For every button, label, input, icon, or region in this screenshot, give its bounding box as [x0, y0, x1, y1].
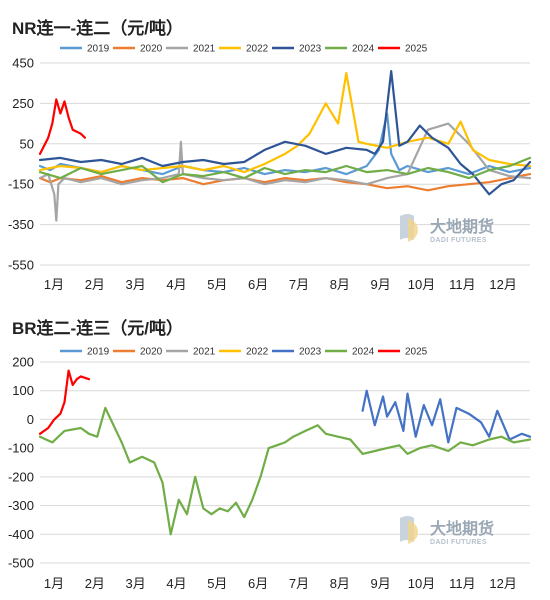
x-tick-label: 4月 [166, 277, 186, 292]
x-tick-label: 8月 [330, 277, 350, 292]
legend-label: 2023 [299, 347, 322, 358]
y-tick-label: 100 [12, 383, 34, 398]
y-tick-label: -150 [8, 177, 34, 192]
logo-text-en: DADI FUTURES [430, 539, 487, 546]
legend-label: 2022 [246, 44, 269, 55]
x-tick-label: 6月 [248, 576, 268, 591]
series-line-2023 [361, 389, 532, 444]
series-line-2025 [38, 98, 87, 155]
x-tick-label: 4月 [166, 576, 186, 591]
x-tick-label: 12月 [489, 277, 516, 292]
y-tick-label: 450 [12, 56, 34, 71]
series-line-2025 [38, 369, 91, 435]
x-tick-label: 2月 [85, 277, 105, 292]
y-tick-label: -100 [8, 441, 34, 456]
x-tick-label: 5月 [207, 277, 227, 292]
legend-label: 2019 [87, 347, 110, 358]
legend-label: 2025 [405, 347, 428, 358]
x-tick-label: 2月 [85, 576, 105, 591]
x-tick-label: 3月 [126, 277, 146, 292]
y-tick-label: -500 [8, 556, 34, 571]
y-tick-label: 50 [20, 136, 34, 151]
x-tick-label: 3月 [126, 576, 146, 591]
series-line-2020 [38, 173, 532, 192]
legend-label: 2020 [140, 44, 163, 55]
legend-label: 2021 [193, 44, 216, 55]
x-tick-label: 11月 [449, 576, 476, 591]
x-tick-label: 10月 [408, 576, 435, 591]
legend-label: 2022 [246, 347, 269, 358]
y-tick-label: -550 [8, 258, 34, 273]
legend-label: 2021 [193, 347, 216, 358]
series-line-2024 [38, 156, 532, 184]
series-line-2023 [38, 69, 532, 196]
nr-spread-chart: NR连一-连二（元/吨） 2019 2020 2021 2022 2023 2024 2025… [8, 18, 532, 292]
logo-text-en: DADI FUTURES [430, 237, 487, 244]
series-line-2024 [38, 406, 532, 536]
x-tick-label: 9月 [371, 576, 391, 591]
x-tick-label: 8月 [330, 576, 350, 591]
legend-label: 2020 [140, 347, 163, 358]
y-tick-label: 200 [12, 355, 34, 370]
logo-text-cn: 大地期货 [430, 519, 494, 538]
x-tick-label: 12月 [489, 576, 516, 591]
x-tick-label: 1月 [44, 576, 64, 591]
legend-label: 2023 [299, 44, 322, 55]
legend-label: 2019 [87, 44, 110, 55]
y-tick-label: 250 [12, 96, 34, 111]
x-tick-label: 6月 [248, 277, 268, 292]
series-line-2022 [38, 71, 532, 174]
legend-label: 2025 [405, 44, 428, 55]
x-tick-label: 10月 [408, 277, 435, 292]
y-tick-label: -300 [8, 498, 34, 513]
legend-label: 2024 [352, 44, 375, 55]
x-tick-label: 7月 [289, 277, 309, 292]
x-tick-label: 9月 [371, 277, 391, 292]
x-tick-label: 5月 [207, 576, 227, 591]
chart-title: NR连一-连二（元/吨） [12, 18, 183, 38]
br-spread-chart: BR连二-连三（元/吨） 2019 2020 2021 2022 2023 2024 2025… [8, 318, 532, 591]
y-tick-label: -400 [8, 527, 34, 542]
chart-title: BR连二-连三（元/吨） [12, 318, 183, 338]
y-tick-label: 0 [27, 412, 34, 427]
x-tick-label: 11月 [449, 277, 476, 292]
y-tick-label: -350 [8, 217, 34, 232]
series-line-2021 [38, 122, 532, 222]
x-tick-label: 1月 [44, 277, 64, 292]
logo-text-cn: 大地期货 [430, 217, 494, 236]
legend-label: 2024 [352, 347, 375, 358]
y-tick-label: -200 [8, 469, 34, 484]
x-tick-label: 7月 [289, 576, 309, 591]
